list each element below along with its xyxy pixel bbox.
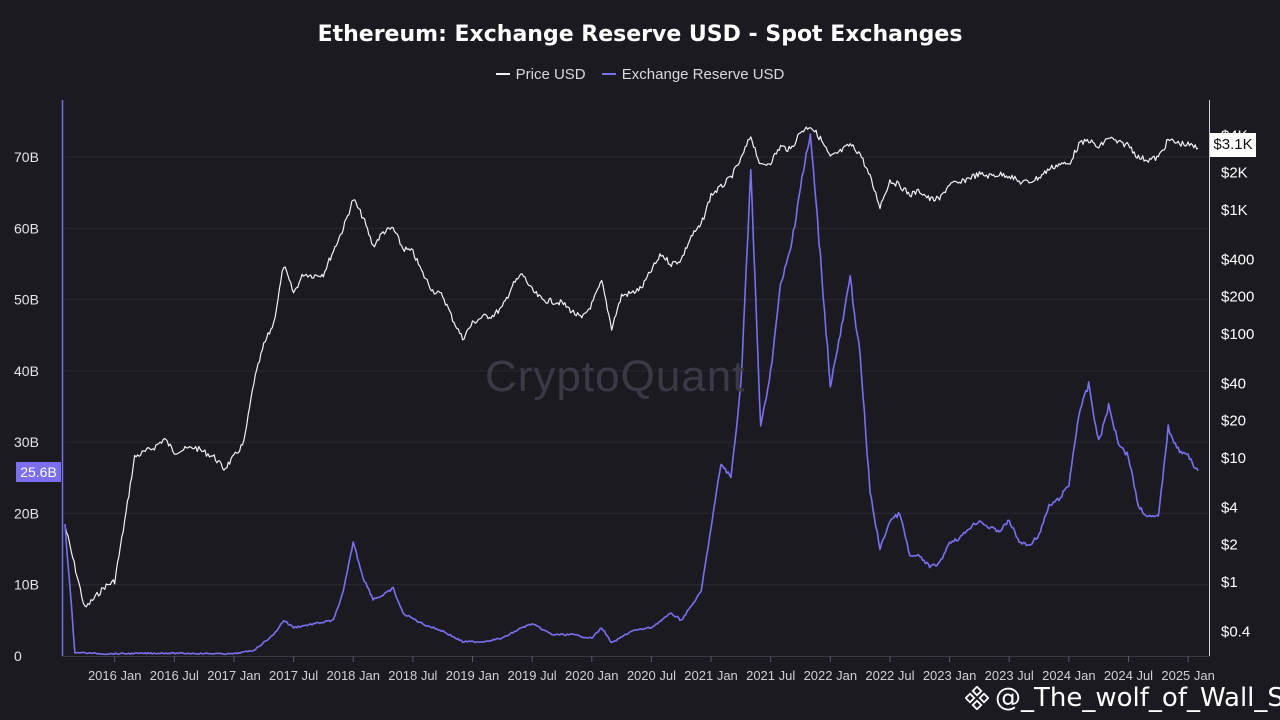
right-tick-label: $400 [1221,251,1254,268]
legend-item-reserve[interactable]: Exchange Reserve USD [601,65,785,83]
right-axis-ticks: $0.4$1$2$4$10$20$40$100$200$400$1K$2K$4K [1221,127,1254,640]
left-axis-ticks: 0 10B 20B 30B 40B 50B 60B 70B [14,149,39,664]
legend[interactable]: Price USD Exchange Reserve USD [0,62,1280,83]
x-tick-label: 2018 Jul [388,668,437,683]
left-tick-label: 20B [14,505,39,521]
left-tick-label: 60B [14,220,39,236]
left-tick-label: 40B [14,363,39,379]
x-tick-label: 2019 Jan [446,668,500,683]
right-tick-label: $2 [1221,537,1238,554]
watermark: CryptoQuant [485,352,746,401]
exchange-reserve-line [64,133,1199,656]
x-tick-label: 2024 Jan [1042,668,1096,683]
price-usd-line [64,126,1199,608]
left-tick-label: 50B [14,292,39,308]
chart-title: Ethereum: Exchange Reserve USD - Spot Ex… [317,22,963,47]
legend-item-price[interactable]: Price USD [495,65,586,83]
right-tick-label: $1K [1221,202,1248,219]
x-tick-label: 2017 Jul [269,668,318,683]
right-tick-label: $40 [1221,375,1246,392]
right-tick-label: $200 [1221,289,1254,306]
right-tick-label: $0.4 [1221,623,1250,640]
left-tick-label: 70B [14,149,39,165]
right-tick-label: $100 [1221,326,1254,343]
x-tick-label: 2020 Jul [627,668,676,683]
x-tick-label: 2017 Jan [207,668,261,683]
legend-label-price: Price USD [515,65,586,83]
left-tick-label: 0 [14,648,22,664]
legend-label-reserve: Exchange Reserve USD [621,65,785,83]
left-tick-label: 10B [14,577,39,593]
x-tick-label: 2019 Jul [508,668,557,683]
x-tick-label: 2016 Jul [150,668,199,683]
x-tick-label: 2021 Jul [746,668,795,683]
right-tick-label: $2K [1221,165,1248,182]
right-tick-label: $4 [1221,499,1238,516]
x-tick-label: 2023 Jul [985,668,1034,683]
reserve-line-swatch [601,73,616,75]
right-tick-label: $20 [1221,413,1246,430]
handle-text: @_The_wolf_of_Wall_St... [995,683,1280,713]
grid-lines [65,156,1208,586]
left-tick-label: 30B [14,434,39,450]
x-tick-label: 2020 Jan [565,668,619,683]
right-tick-label: $10 [1221,450,1246,467]
x-tick-label: 2023 Jan [923,668,977,683]
author-handle: @_The_wolf_of_Wall_St... [965,683,1280,713]
x-tick-label: 2022 Jul [865,668,914,683]
x-tick-label: 2024 Jul [1104,668,1153,683]
x-tick-label: 2025 Jan [1161,668,1215,683]
right-tick-label: $1 [1221,574,1238,591]
left-value-badge: 25.6B [16,462,61,482]
x-tick-label: 2016 Jan [88,668,142,683]
right-value-badge: $3.1K [1210,133,1256,157]
x-tick-label: 2021 Jan [684,668,738,683]
price-line-swatch [495,73,510,75]
x-tick-label: 2018 Jan [326,668,380,683]
binance-logo-icon [965,686,989,710]
x-tick-label: 2022 Jan [804,668,858,683]
x-axis-ticks: 2016 Jan 2016 Jul 2017 Jan 2017 Jul 2018 Jan… [88,656,1215,683]
series-group [64,126,1199,656]
